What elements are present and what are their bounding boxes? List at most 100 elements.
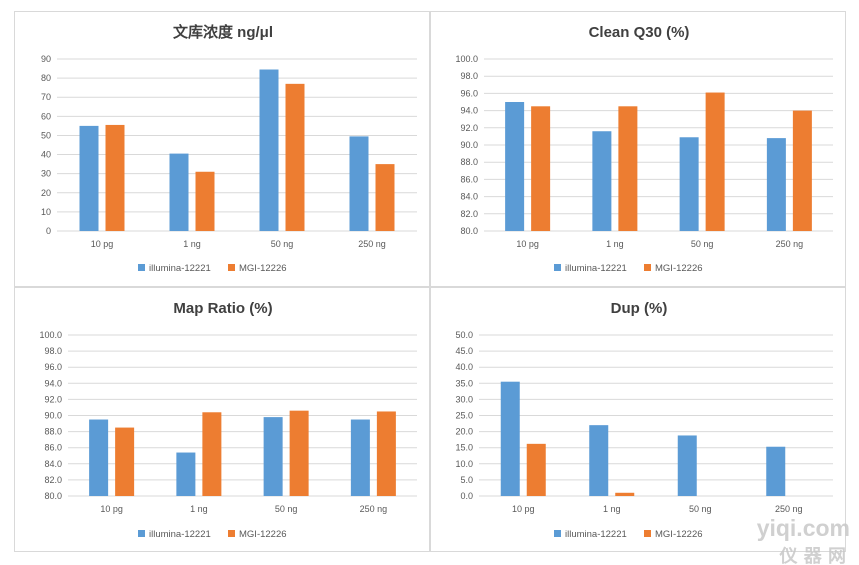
- y-tick-label: 86.0: [460, 174, 478, 184]
- legend-swatch: [644, 264, 651, 271]
- bar: [531, 106, 551, 231]
- x-tick-label: 10 pg: [512, 504, 535, 514]
- y-tick-label: 25.0: [455, 411, 473, 421]
- legend-swatch: [554, 530, 561, 537]
- bar: [705, 92, 725, 231]
- bar: [526, 443, 546, 496]
- x-tick-label: 50 ng: [271, 239, 294, 249]
- legend-label: illumina-12221: [565, 263, 627, 274]
- x-tick-label: 10 pg: [100, 504, 123, 514]
- bar: [766, 138, 786, 231]
- legend-swatch: [138, 530, 145, 537]
- bar: [505, 102, 525, 231]
- x-tick-label: 1 ng: [183, 239, 201, 249]
- legend-label: MGI-12226: [655, 529, 703, 540]
- legend-label: MGI-12226: [239, 529, 287, 540]
- chart-panel-library-concentration: 文库浓度 ng/μl 0 10 20 30 40 50 60 70 80 90 10 pg 1 ng 50…: [14, 11, 430, 287]
- y-tick-label: 80.0: [44, 491, 62, 501]
- y-tick-label: 60: [41, 111, 51, 121]
- y-tick-label: 88.0: [460, 157, 478, 167]
- bar: [259, 69, 279, 231]
- chart-panel-clean-q30: Clean Q30 (%) 80.0 82.0 84.0 86.0 88.0 90.0 92.…: [430, 11, 846, 287]
- bar: [105, 124, 125, 231]
- bar: [176, 452, 196, 496]
- chart-title: Map Ratio (%): [173, 300, 272, 317]
- y-tick-label: 90.0: [460, 140, 478, 150]
- x-tick-label: 10 pg: [91, 239, 114, 249]
- x-tick-label: 1 ng: [606, 239, 624, 249]
- bar: [618, 106, 638, 231]
- bar: [766, 446, 786, 496]
- chart-title: Dup (%): [611, 300, 668, 317]
- chart-panel-map-ratio: Map Ratio (%) 80.0 82.0 84.0 86.0 88.0 90.0 92.…: [14, 287, 430, 552]
- y-tick-label: 82.0: [44, 475, 62, 485]
- y-tick-label: 84.0: [44, 459, 62, 469]
- legend-label: illumina-12221: [565, 529, 627, 540]
- chart-panel-dup: Dup (%) 0.0 5.0 10.0 15.0 20.0 25.0 30.0 35.0 40.…: [430, 287, 846, 552]
- watermark-subtext: 仪 器 网: [778, 546, 846, 565]
- y-tick-label: 70: [41, 92, 51, 102]
- y-tick-label: 82.0: [460, 209, 478, 219]
- bar: [349, 136, 369, 231]
- bar: [89, 419, 109, 496]
- y-tick-label: 100.0: [455, 54, 478, 64]
- bar: [592, 131, 612, 231]
- y-tick-label: 98.0: [460, 71, 478, 81]
- chart-svg: Map Ratio (%) 80.0 82.0 84.0 86.0 88.0 90.0 92.…: [39, 300, 417, 540]
- legend-swatch: [228, 264, 235, 271]
- y-tick-label: 15.0: [455, 443, 473, 453]
- bar: [677, 435, 697, 496]
- y-tick-label: 90: [41, 54, 51, 64]
- y-tick-label: 10: [41, 207, 51, 217]
- y-tick-label: 84.0: [460, 192, 478, 202]
- y-tick-label: 35.0: [455, 378, 473, 388]
- bar: [679, 137, 699, 231]
- y-tick-label: 80.0: [460, 226, 478, 236]
- legend-swatch: [554, 264, 561, 271]
- x-tick-label: 250 ng: [360, 504, 388, 514]
- bar: [615, 492, 635, 496]
- y-tick-label: 5.0: [460, 475, 473, 485]
- legend-label: illumina-12221: [149, 263, 211, 274]
- bar: [169, 153, 189, 231]
- bar: [195, 171, 215, 231]
- y-tick-label: 90.0: [44, 411, 62, 421]
- y-tick-label: 20: [41, 188, 51, 198]
- bar: [792, 110, 812, 231]
- legend-swatch: [138, 264, 145, 271]
- chart-svg: Clean Q30 (%) 80.0 82.0 84.0 86.0 88.0 90.0 92.…: [455, 24, 833, 274]
- bar: [263, 417, 283, 496]
- chart-title: 文库浓度 ng/μl: [173, 23, 273, 41]
- x-tick-label: 250 ng: [358, 239, 386, 249]
- y-tick-label: 100.0: [39, 330, 62, 340]
- y-tick-label: 0.0: [460, 491, 473, 501]
- y-tick-label: 92.0: [460, 123, 478, 133]
- y-tick-label: 20.0: [455, 427, 473, 437]
- bar: [350, 419, 370, 496]
- y-tick-label: 50.0: [455, 330, 473, 340]
- bar: [285, 83, 305, 231]
- bar: [115, 427, 135, 496]
- x-tick-label: 10 pg: [516, 239, 539, 249]
- x-tick-label: 1 ng: [603, 504, 621, 514]
- chart-svg: Dup (%) 0.0 5.0 10.0 15.0 20.0 25.0 30.0 35.0 40.…: [455, 300, 833, 540]
- y-tick-label: 40: [41, 150, 51, 160]
- bar: [375, 164, 395, 231]
- y-tick-label: 40.0: [455, 362, 473, 372]
- y-tick-label: 0: [46, 226, 51, 236]
- bar: [79, 125, 99, 231]
- y-tick-label: 50: [41, 130, 51, 140]
- bar: [376, 411, 396, 496]
- chart-title: Clean Q30 (%): [589, 24, 690, 41]
- legend-label: MGI-12226: [655, 263, 703, 274]
- y-tick-label: 94.0: [44, 378, 62, 388]
- y-tick-label: 10.0: [455, 459, 473, 469]
- y-tick-label: 88.0: [44, 427, 62, 437]
- legend-swatch: [644, 530, 651, 537]
- y-tick-label: 30: [41, 169, 51, 179]
- y-tick-label: 45.0: [455, 346, 473, 356]
- watermark-logo: yiqi.com 仪 器 网: [757, 515, 850, 565]
- x-tick-label: 250 ng: [775, 504, 803, 514]
- bar: [589, 425, 609, 496]
- y-tick-label: 96.0: [44, 362, 62, 372]
